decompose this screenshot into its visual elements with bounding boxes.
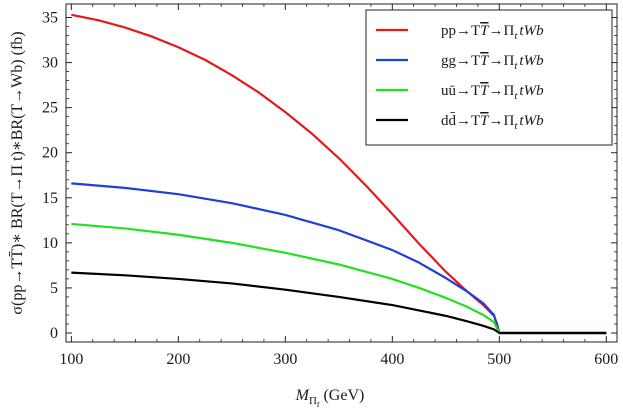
y-axis-label: σ(pp→TT̄)∗ BR(T→Π t)∗BR(T→Wb) (fb) [9, 31, 26, 314]
y-tick-label: 30 [42, 55, 58, 72]
axis-ticks [66, 4, 617, 342]
legend-label: gg→TT→Πt tWb [441, 53, 544, 72]
x-tick-label: 400 [380, 351, 404, 368]
series-line-2 [71, 182, 607, 335]
x-tick-label: 500 [487, 351, 511, 368]
legend-label: uū→TT→Πt tWb [441, 83, 544, 102]
x-tick-label: 300 [273, 351, 297, 368]
y-tick-label: 0 [50, 325, 58, 342]
legend-label: pp→TT→Πt tWb [441, 23, 544, 42]
series-line-4 [71, 271, 607, 335]
series-lines [71, 13, 607, 335]
y-tick-label: 5 [50, 280, 58, 297]
tick-labels: 100 200 300 400 500 600 0 5 10 15 20 25 30 35 [42, 10, 618, 368]
x-tick-label: 200 [166, 351, 190, 368]
series-line-3 [71, 222, 607, 335]
legend: pp→TT→Πt tWb gg→TT→Πt tWb uū→TT→Πt tWb dd̄→TT→… [365, 9, 613, 146]
y-tick-label: 25 [42, 100, 58, 117]
y-tick-label: 20 [42, 145, 58, 162]
y-tick-label: 35 [42, 10, 58, 27]
x-tick-label: 600 [594, 351, 618, 368]
legend-box [365, 9, 613, 146]
legend-label: dd̄→TT→Πt tWb [441, 113, 544, 132]
y-tick-label: 15 [42, 190, 58, 207]
y-tick-label: 10 [42, 235, 58, 252]
plot-frame [65, 3, 618, 343]
x-tick-label: 100 [59, 351, 83, 368]
x-axis-label: MΠt (GeV) [295, 387, 365, 409]
